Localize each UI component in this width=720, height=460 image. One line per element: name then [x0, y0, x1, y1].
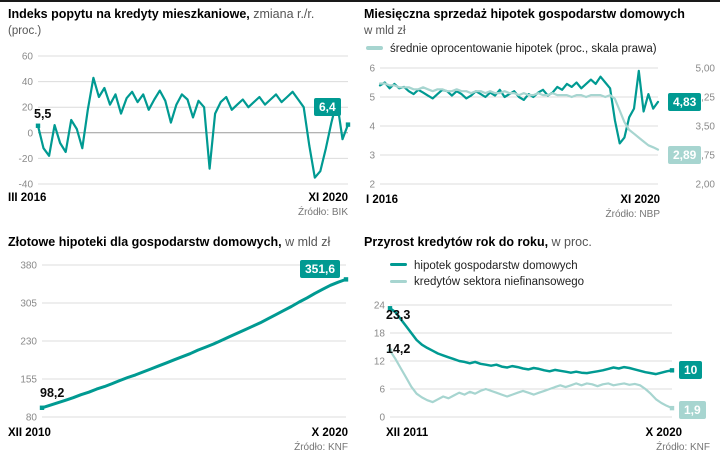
value-badge: 10 — [679, 361, 703, 380]
legend: hipotek gospodarstw domowych kredytów sek… — [390, 258, 716, 291]
x-axis-labels: XII 2011 X 2020 — [364, 427, 716, 439]
legend-swatch-light-icon — [390, 279, 407, 284]
chart-area-loan-growth: 24 18 12 6 0 23,3 14,2 10 1,9 — [364, 301, 716, 423]
chart-title: Indeks popytu na kredyty mieszkaniowe, z… — [8, 7, 356, 23]
svg-text:20: 20 — [22, 103, 34, 114]
legend-swatch-light-icon — [366, 46, 383, 50]
line-chart-zloty-mortgages: 380 305 230 155 80 — [20, 260, 349, 423]
legend-swatch-dark-icon — [390, 262, 407, 267]
value-badge: 1,9 — [679, 401, 706, 420]
legend-label: kredytów sektora niefinansowego — [414, 276, 585, 289]
x-axis-labels: I 2016 XI 2020 — [364, 194, 716, 206]
chart-panel-loan-growth: Przyrost kredytów rok do roku, w proc. h… — [364, 235, 716, 453]
svg-text:-40: -40 — [19, 180, 34, 189]
source-label: Źródło: KNF — [656, 441, 710, 453]
svg-text:60: 60 — [22, 52, 34, 63]
value-label: 14,2 — [386, 341, 411, 356]
svg-text:6: 6 — [379, 384, 385, 395]
legend-item: średnie oprocentowanie hipotek (proc., s… — [366, 41, 716, 58]
chart-subtitle: (proc.) — [8, 24, 42, 37]
svg-text:4: 4 — [369, 121, 375, 132]
chart-title: Przyrost kredytów rok do roku, w proc. — [364, 235, 716, 251]
value-label: 23,3 — [386, 308, 411, 323]
chart-panel-zloty-mortgages: Złotowe hipoteki dla gospodarstw domowyc… — [8, 235, 356, 453]
svg-text:6: 6 — [369, 63, 375, 74]
x-start-label: I 2016 — [366, 193, 398, 206]
svg-text:2,00: 2,00 — [696, 179, 716, 190]
chart-title-rest: zmiana r./r. — [249, 7, 315, 21]
svg-text:3: 3 — [369, 150, 375, 161]
chart-title-rest: w proc. — [548, 235, 592, 249]
x-start-label: III 2016 — [8, 192, 47, 204]
x-axis-labels: XII 2010 X 2020 — [8, 427, 356, 439]
x-end-label: X 2020 — [645, 426, 682, 439]
svg-text:5: 5 — [369, 92, 375, 103]
legend-item: kredytów sektora niefinansowego — [390, 274, 716, 291]
value-badge: 2,89 — [668, 146, 702, 165]
x-axis-labels: III 2016 XI 2020 — [8, 192, 356, 204]
x-start-label: XII 2010 — [8, 426, 51, 439]
svg-text:2: 2 — [369, 179, 375, 190]
svg-text:24: 24 — [374, 301, 386, 312]
svg-text:230: 230 — [20, 336, 37, 347]
source-label: Źródło: KNF — [294, 441, 348, 453]
svg-text:4,25: 4,25 — [696, 92, 716, 103]
x-start-label: XII 2011 — [386, 426, 429, 439]
line-chart-loan-growth: 24 18 12 6 0 — [374, 301, 675, 423]
chart-subtitle: w mld zł — [364, 24, 406, 37]
x-end-label: XI 2020 — [308, 192, 348, 204]
value-label: 98,2 — [40, 386, 65, 401]
chart-title-bold: Przyrost kredytów rok do roku, — [364, 235, 549, 249]
x-end-label: X 2020 — [311, 426, 348, 439]
svg-text:80: 80 — [26, 412, 38, 423]
chart-title-bold: Miesięczna sprzedaż hipotek gospodarstw … — [364, 7, 685, 21]
svg-text:3,50: 3,50 — [696, 121, 716, 132]
value-badge: 351,6 — [300, 260, 341, 278]
svg-text:155: 155 — [20, 374, 37, 385]
chart-title: Miesięczna sprzedaż hipotek gospodarstw … — [364, 7, 716, 23]
source-label: Źródło: BIK — [297, 207, 348, 218]
legend-item: hipotek gospodarstw domowych — [390, 258, 716, 275]
x-end-label: XI 2020 — [620, 193, 660, 206]
svg-text:40: 40 — [22, 77, 34, 88]
chart-panel-demand-index: Indeks popytu na kredyty mieszkaniowe, z… — [8, 7, 356, 218]
svg-text:5,00: 5,00 — [696, 63, 716, 74]
chart-area-mortgage-sales: 6 5 4 3 2 5,00 4,25 3,50 2,75 2,00 4,83 2,89 — [364, 62, 716, 190]
source-label: Źródło: NBP — [605, 208, 660, 220]
svg-text:-20: -20 — [19, 154, 34, 165]
svg-text:18: 18 — [374, 328, 386, 339]
chart-area-demand-index: 60 40 20 0 -20 -40 5,5 6,4 — [8, 48, 356, 188]
svg-text:0: 0 — [379, 412, 385, 423]
svg-text:2,75: 2,75 — [696, 150, 716, 161]
svg-text:380: 380 — [20, 260, 37, 271]
legend: średnie oprocentowanie hipotek (proc., s… — [366, 41, 716, 58]
chart-title-bold: Indeks popytu na kredyty mieszkaniowe, — [8, 7, 250, 21]
chart-area-zloty-mortgages: 380 305 230 155 80 98,2 351,6 — [8, 259, 356, 423]
svg-text:305: 305 — [20, 298, 37, 309]
value-label: 5,5 — [34, 106, 52, 121]
chart-title: Złotowe hipoteki dla gospodarstw domowyc… — [8, 235, 356, 251]
line-chart-mortgage-sales: 6 5 4 3 2 5,00 4,25 3,50 2,75 2,00 — [369, 63, 716, 190]
line-chart-demand-index: 60 40 20 0 -20 -40 — [19, 52, 351, 189]
chart-panel-mortgage-sales: Miesięczna sprzedaż hipotek gospodarstw … — [364, 7, 716, 220]
svg-text:0: 0 — [27, 128, 33, 139]
value-badge: 6,4 — [314, 97, 341, 116]
legend-label: średnie oprocentowanie hipotek (proc., s… — [390, 43, 657, 55]
chart-title-rest: w mld zł — [281, 235, 331, 249]
value-badge: 4,83 — [668, 92, 702, 111]
legend-label: hipotek gospodarstw domowych — [414, 259, 578, 272]
chart-title-bold: Złotowe hipoteki dla gospodarstw domowyc… — [8, 235, 282, 249]
svg-text:12: 12 — [374, 356, 386, 367]
